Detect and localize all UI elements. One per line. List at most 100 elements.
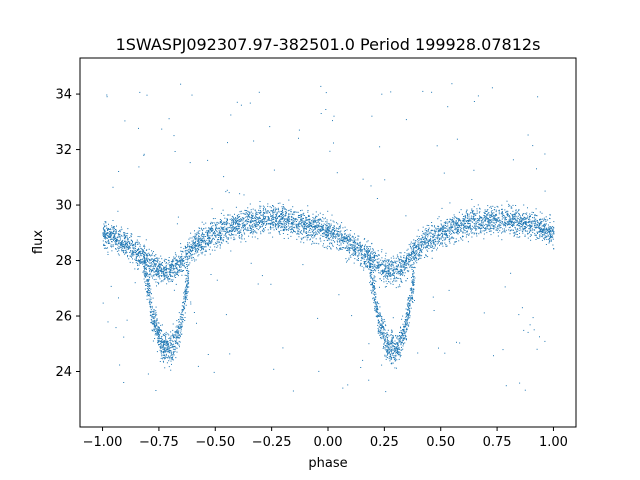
data-point (300, 241, 302, 243)
data-point (105, 238, 106, 240)
data-point (468, 220, 470, 222)
data-point (421, 249, 423, 251)
data-point (479, 225, 481, 227)
data-point (107, 229, 108, 231)
data-point (387, 269, 389, 271)
data-point (260, 205, 262, 207)
data-point (295, 223, 297, 225)
data-point (151, 269, 153, 271)
data-point (412, 253, 414, 255)
data-point (522, 232, 524, 234)
data-point (256, 222, 258, 224)
data-point (385, 280, 387, 282)
data-point (544, 223, 546, 225)
data-point (536, 227, 538, 229)
data-point (300, 224, 302, 226)
data-point (392, 261, 394, 263)
data-point (312, 231, 314, 232)
data-point (239, 225, 241, 227)
data-point (410, 241, 412, 243)
data-point (194, 244, 195, 246)
data-point (408, 259, 410, 261)
data-point (398, 260, 400, 262)
data-point (140, 247, 142, 249)
data-point (257, 213, 259, 215)
data-point (322, 214, 324, 216)
data-point (170, 266, 172, 268)
data-point (258, 217, 260, 219)
data-point (508, 219, 510, 221)
data-point (234, 213, 235, 215)
data-point (216, 226, 217, 228)
data-point (248, 211, 250, 213)
data-point (180, 269, 182, 271)
data-point (493, 227, 495, 229)
data-point (410, 267, 412, 269)
data-point (189, 247, 191, 249)
data-point (237, 224, 239, 226)
data-point (393, 280, 395, 282)
data-point (365, 263, 367, 265)
data-point (523, 204, 525, 206)
data-point (360, 263, 362, 265)
data-point (354, 258, 356, 260)
data-point (109, 236, 111, 238)
data-point (321, 225, 323, 227)
data-point (165, 271, 167, 273)
data-point (475, 227, 477, 229)
data-point (238, 236, 240, 238)
data-point (198, 235, 200, 237)
data-point (529, 226, 531, 228)
data-point (517, 222, 519, 224)
data-point (245, 220, 247, 222)
data-point (434, 247, 436, 249)
data-point (153, 260, 155, 262)
data-point (443, 234, 445, 235)
data-point (549, 236, 551, 238)
data-point (205, 244, 207, 246)
data-point (494, 224, 496, 226)
data-point (416, 251, 418, 253)
data-point (413, 239, 415, 241)
data-point (319, 218, 321, 220)
data-point (388, 261, 389, 263)
data-point (267, 223, 269, 225)
data-point (339, 233, 341, 235)
data-point (157, 258, 159, 260)
data-point (208, 239, 210, 241)
data-point (192, 236, 194, 238)
data-point (321, 228, 323, 230)
data-point (276, 229, 277, 230)
data-point (402, 272, 404, 273)
data-point (533, 229, 535, 231)
data-point (420, 238, 422, 240)
data-point (178, 256, 180, 258)
data-point (263, 221, 265, 222)
data-point (368, 251, 370, 252)
data-point (406, 278, 408, 279)
data-point (489, 217, 491, 218)
data-point (413, 244, 415, 246)
data-point (140, 250, 141, 252)
data-point (158, 265, 160, 267)
data-point (372, 272, 374, 273)
data-point (535, 218, 537, 220)
data-point (260, 231, 262, 233)
data-point (535, 235, 537, 237)
data-point (466, 217, 468, 219)
data-point (442, 234, 443, 236)
data-point (441, 226, 443, 228)
data-point (504, 209, 506, 211)
data-point (521, 223, 523, 225)
data-point (359, 249, 361, 251)
data-point (516, 224, 518, 226)
data-point (152, 261, 154, 263)
data-point (502, 213, 504, 214)
data-point (408, 270, 410, 272)
data-point (467, 220, 469, 221)
data-point (199, 244, 201, 246)
data-point (243, 225, 245, 227)
data-point (162, 275, 164, 277)
data-point (430, 232, 432, 234)
data-point (117, 240, 119, 242)
